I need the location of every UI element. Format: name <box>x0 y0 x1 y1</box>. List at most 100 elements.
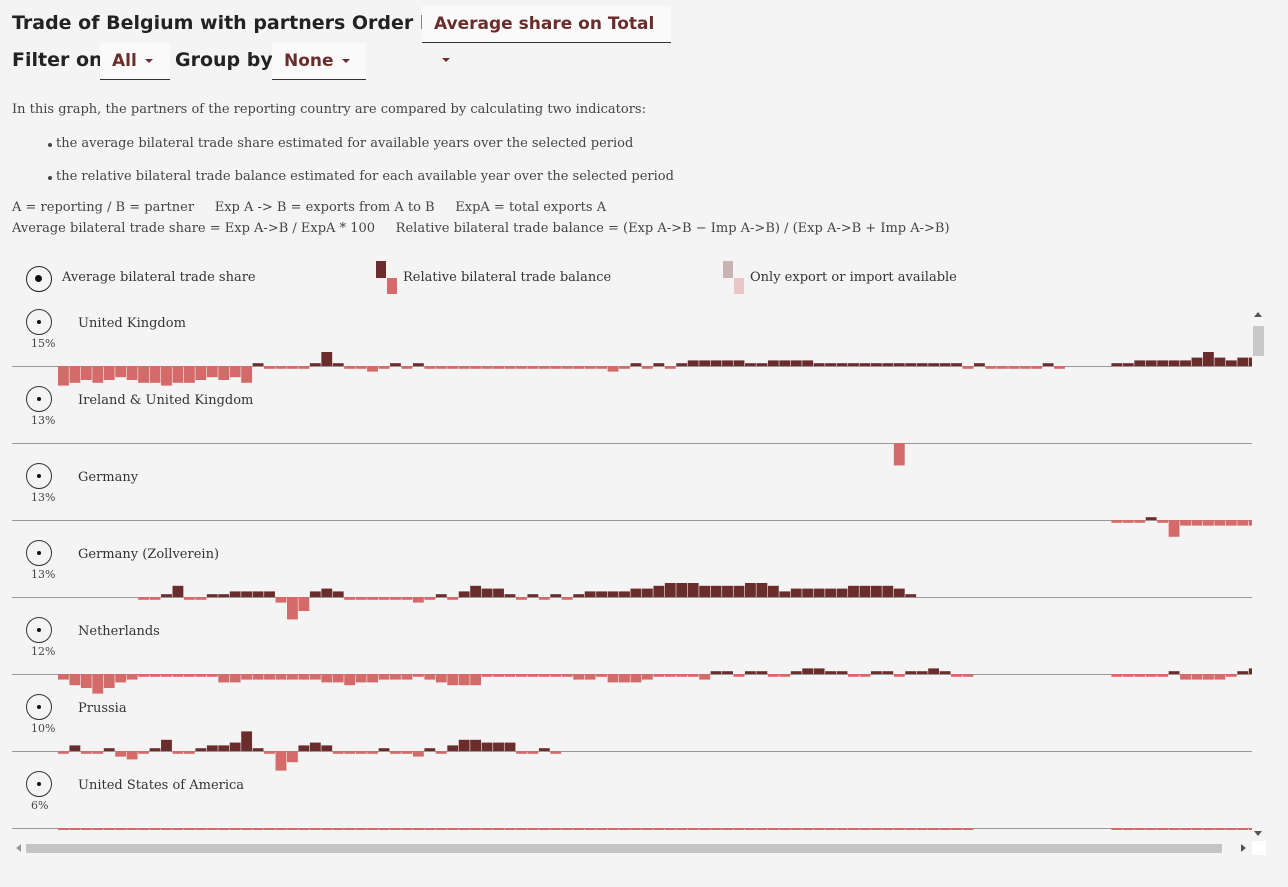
balance-bar[interactable] <box>344 751 356 754</box>
balance-bar[interactable] <box>115 366 127 378</box>
balance-bar[interactable] <box>790 828 802 830</box>
balance-bar[interactable] <box>218 594 230 597</box>
balance-bar[interactable] <box>630 363 642 366</box>
balance-bar[interactable] <box>870 828 882 830</box>
balance-bar[interactable] <box>1237 520 1249 526</box>
balance-bar[interactable] <box>447 828 459 830</box>
balance-bar[interactable] <box>619 674 630 683</box>
partner-row[interactable]: 15% United Kingdom <box>12 309 1252 386</box>
balance-bar[interactable] <box>1168 828 1180 830</box>
balance-bar[interactable] <box>435 751 447 754</box>
balance-bar[interactable] <box>1225 674 1237 677</box>
balance-bar[interactable] <box>745 671 756 674</box>
balance-bar[interactable] <box>80 674 92 688</box>
balance-bar[interactable] <box>390 597 401 600</box>
balance-bar[interactable] <box>596 591 607 597</box>
balance-bar[interactable] <box>378 366 390 369</box>
balance-bar[interactable] <box>882 828 894 830</box>
balance-bar[interactable] <box>1191 520 1203 526</box>
balance-bar[interactable] <box>550 366 562 369</box>
balance-bar[interactable] <box>412 828 424 830</box>
balance-bar[interactable] <box>172 828 184 830</box>
balance-bar[interactable] <box>1031 366 1043 369</box>
balance-bar[interactable] <box>848 363 859 366</box>
balance-bar[interactable] <box>115 751 127 757</box>
balance-bar[interactable] <box>779 360 791 366</box>
balance-bar[interactable] <box>183 828 195 830</box>
balance-bar[interactable] <box>516 674 527 677</box>
balance-bar[interactable] <box>561 366 573 369</box>
balance-bar[interactable] <box>1168 360 1180 366</box>
balance-bar[interactable] <box>447 745 459 751</box>
balance-bar[interactable] <box>813 668 825 674</box>
balance-bar[interactable] <box>584 828 596 830</box>
balance-bar[interactable] <box>58 751 69 754</box>
balance-bar[interactable] <box>664 366 676 369</box>
balance-bar[interactable] <box>470 739 482 751</box>
scroll-right-icon[interactable] <box>1241 844 1246 852</box>
balance-bar[interactable] <box>1191 357 1203 366</box>
balance-bar[interactable] <box>390 751 401 754</box>
balance-bar[interactable] <box>332 591 344 597</box>
balance-bar[interactable] <box>103 366 115 380</box>
balance-bar[interactable] <box>252 674 264 680</box>
balance-bar[interactable] <box>836 828 848 830</box>
balance-bar[interactable] <box>767 360 779 366</box>
partner-row[interactable]: 10% Prussia <box>12 694 1252 771</box>
balance-bar[interactable] <box>538 597 550 600</box>
balance-bar[interactable] <box>69 366 81 383</box>
balance-bar[interactable] <box>69 674 81 686</box>
balance-bar[interactable] <box>516 366 527 369</box>
balance-bar[interactable] <box>619 591 630 597</box>
balance-bar[interactable] <box>641 674 653 680</box>
balance-bar[interactable] <box>974 363 985 366</box>
balance-bar[interactable] <box>287 366 298 369</box>
balance-bar[interactable] <box>183 597 195 600</box>
balance-bar[interactable] <box>481 828 493 830</box>
balance-bar[interactable] <box>195 748 207 751</box>
balance-bar[interactable] <box>138 751 149 754</box>
balance-bar[interactable] <box>424 366 436 369</box>
balance-bar[interactable] <box>985 366 997 369</box>
balance-bar[interactable] <box>1237 357 1249 366</box>
balance-bar[interactable] <box>275 751 287 771</box>
balance-bar[interactable] <box>527 751 539 754</box>
balance-bar[interactable] <box>493 674 504 677</box>
balance-bar[interactable] <box>149 748 161 751</box>
balance-bar[interactable] <box>848 828 859 830</box>
balance-bar[interactable] <box>126 674 138 680</box>
balance-bar[interactable] <box>905 363 917 366</box>
balance-bar[interactable] <box>516 597 527 600</box>
balance-bar[interactable] <box>573 594 585 597</box>
balance-bar[interactable] <box>264 591 275 597</box>
balance-bar[interactable] <box>916 828 928 830</box>
balance-bar[interactable] <box>905 594 917 597</box>
balance-bar[interactable] <box>1237 671 1249 674</box>
balance-bar[interactable] <box>206 674 218 677</box>
balance-bar[interactable] <box>584 674 596 680</box>
balance-bar[interactable] <box>825 828 836 830</box>
balance-bar[interactable] <box>687 674 699 677</box>
balance-bar[interactable] <box>584 366 596 369</box>
balance-bar[interactable] <box>710 671 722 674</box>
balance-bar[interactable] <box>653 828 665 830</box>
filter-dropdown[interactable]: All <box>100 43 170 80</box>
balance-bar[interactable] <box>527 828 539 830</box>
balance-bar[interactable] <box>756 671 768 674</box>
balance-bar[interactable] <box>172 585 184 597</box>
balance-bar[interactable] <box>1180 360 1191 366</box>
balance-bar[interactable] <box>893 363 905 366</box>
balance-bar[interactable] <box>309 363 321 366</box>
balance-bar[interactable] <box>653 363 665 366</box>
balance-bar[interactable] <box>561 674 573 677</box>
balance-bar[interactable] <box>321 674 333 683</box>
balance-bar[interactable] <box>1134 360 1146 366</box>
balance-bar[interactable] <box>355 828 367 830</box>
balance-bar[interactable] <box>756 583 768 597</box>
balance-bar[interactable] <box>939 828 951 830</box>
balance-bar[interactable] <box>103 748 115 751</box>
balance-bar[interactable] <box>149 597 161 600</box>
balance-bar[interactable] <box>779 828 791 830</box>
balance-bar[interactable] <box>848 585 859 597</box>
balance-bar[interactable] <box>573 366 585 369</box>
